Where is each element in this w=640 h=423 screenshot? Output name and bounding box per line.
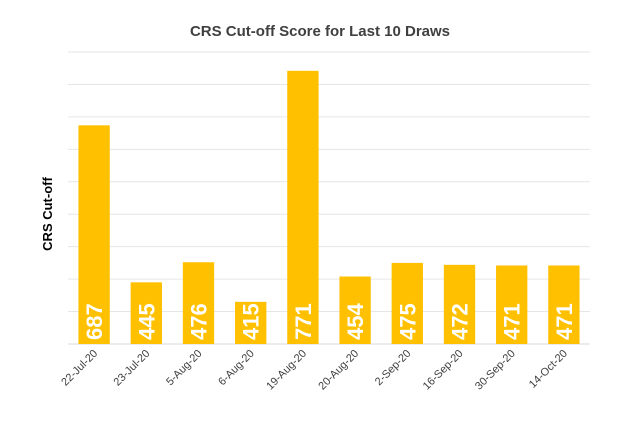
bar-23-Jul-20	[130, 282, 162, 344]
bar-14-Oct-20	[548, 265, 580, 344]
bars	[78, 70, 580, 344]
data-label-16-Sep-20: 472	[448, 303, 473, 340]
bar-30-Sep-20	[496, 265, 528, 344]
x-tick-labels: 22-Jul-20 23-Jul-20 5-Aug-20 6-Aug-20 19-Aug…	[59, 348, 570, 393]
data-label-6-Aug-20: 415	[239, 303, 264, 340]
x-tick-6-Aug-20: 6-Aug-20	[216, 348, 256, 388]
bar-19-Aug-20	[287, 70, 319, 344]
x-tick-30-Sep-20: 30-Sep-20	[473, 348, 518, 393]
x-tick-2-Sep-20: 2-Sep-20	[373, 348, 413, 388]
x-tick-5-Aug-20: 5-Aug-20	[164, 348, 204, 388]
bar-6-Aug-20	[235, 301, 267, 344]
x-tick-22-Jul-20: 22-Jul-20	[59, 348, 100, 389]
data-label-23-Jul-20: 445	[134, 303, 159, 340]
x-tick-20-Aug-20: 20-Aug-20	[316, 348, 361, 393]
data-label-20-Aug-20: 454	[343, 303, 368, 340]
y-axis-label: CRS Cut-off	[40, 177, 55, 251]
x-tick-23-Jul-20: 23-Jul-20	[112, 348, 153, 389]
bar-20-Aug-20	[339, 276, 371, 344]
bar-5-Aug-20	[182, 262, 215, 344]
data-label-22-Jul-20: 687	[82, 303, 107, 340]
chart-title: CRS Cut-off Score for Last 10 Draws	[190, 23, 450, 40]
x-tick-19-Aug-20: 19-Aug-20	[264, 348, 309, 393]
x-tick-16-Sep-20: 16-Sep-20	[421, 348, 466, 393]
data-label-30-Sep-20: 471	[500, 303, 525, 340]
data-label-14-Oct-20: 471	[552, 303, 577, 340]
data-label-5-Aug-20: 476	[187, 303, 212, 340]
x-tick-14-Oct-20: 14-Oct-20	[527, 348, 570, 391]
bar-2-Sep-20	[391, 262, 423, 344]
bar-22-Jul-20	[78, 125, 110, 344]
data-label-2-Sep-20: 475	[395, 303, 420, 340]
data-labels: 687 445 476 415 771 454 475 472 471 471	[82, 303, 577, 340]
data-label-19-Aug-20: 771	[291, 303, 316, 340]
bar-16-Sep-20	[443, 264, 476, 344]
